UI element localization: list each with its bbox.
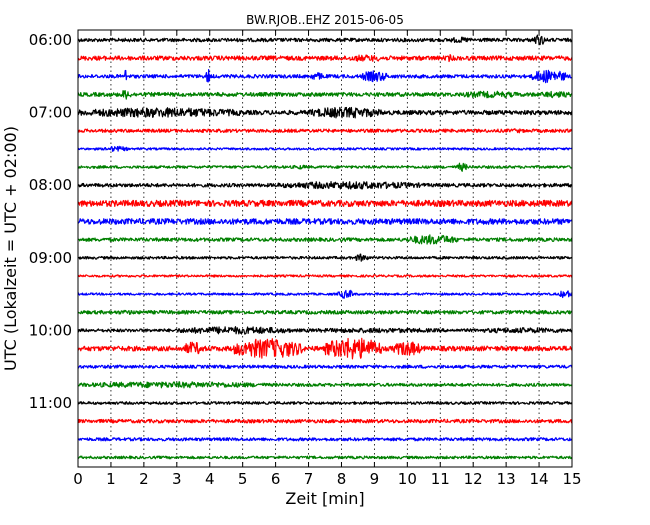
plot-frame <box>77 29 573 468</box>
seismic-trace <box>77 253 573 262</box>
seismic-trace <box>77 364 573 369</box>
y-tick-label: 10:00 <box>29 321 72 339</box>
y-tick-label: 07:00 <box>29 104 72 122</box>
seismic-trace <box>77 128 573 134</box>
trace-layer <box>77 34 573 460</box>
x-tick-label: 4 <box>205 470 215 488</box>
x-tick-label: 10 <box>398 470 417 488</box>
y-tick-label: 08:00 <box>29 176 72 194</box>
y-tick-label: 11:00 <box>29 394 72 412</box>
x-tick-label: 3 <box>172 470 182 488</box>
y-tick-label: 09:00 <box>29 249 72 267</box>
x-tick-label: 12 <box>464 470 483 488</box>
seismic-trace <box>77 53 573 63</box>
x-tick-label: 6 <box>271 470 281 488</box>
seismic-trace <box>77 90 573 100</box>
x-tick-label: 15 <box>562 470 581 488</box>
x-tick-label: 11 <box>431 470 450 488</box>
seismic-trace <box>77 326 573 335</box>
x-tick-label: 0 <box>73 470 83 488</box>
chart-title: BW.RJOB..EHZ 2015-06-05 <box>246 13 404 27</box>
x-tick-label: 7 <box>304 470 314 488</box>
x-tick-label: 13 <box>497 470 516 488</box>
x-tick-label: 2 <box>139 470 149 488</box>
seismic-trace <box>77 181 573 190</box>
y-axis-label: UTC (Lokalzeit = UTC + 02:00) <box>1 126 20 371</box>
seismic-trace <box>77 337 573 360</box>
seismic-trace <box>77 401 573 405</box>
grid-layer <box>110 30 540 467</box>
seismic-trace <box>77 289 573 299</box>
seismic-trace <box>77 234 573 245</box>
x-tick-label: 8 <box>337 470 347 488</box>
seismic-trace <box>77 437 573 442</box>
tick-layer: 0 1 2 3 4 5 6 7 8 9 10 11 12 13 14 1506:0007:0008:0009:… <box>29 30 582 488</box>
seismic-trace <box>77 34 573 46</box>
x-tick-label: 9 <box>370 470 380 488</box>
seismic-trace <box>77 381 573 389</box>
x-axis-label: Zeit [min] <box>285 489 364 508</box>
seismic-trace <box>77 162 573 172</box>
x-tick-label: 1 <box>106 470 116 488</box>
seismic-trace <box>77 68 573 84</box>
seismic-trace <box>77 274 573 278</box>
seismic-trace <box>77 145 573 152</box>
x-tick-label: 5 <box>238 470 248 488</box>
y-tick-label: 06:00 <box>29 31 72 49</box>
seismic-trace <box>77 455 573 460</box>
seismic-trace <box>77 309 573 315</box>
seismic-trace <box>77 199 573 208</box>
seismic-trace <box>77 418 573 424</box>
seismic-trace <box>77 106 573 119</box>
x-tick-label: 14 <box>530 470 549 488</box>
seismic-trace <box>77 218 573 225</box>
